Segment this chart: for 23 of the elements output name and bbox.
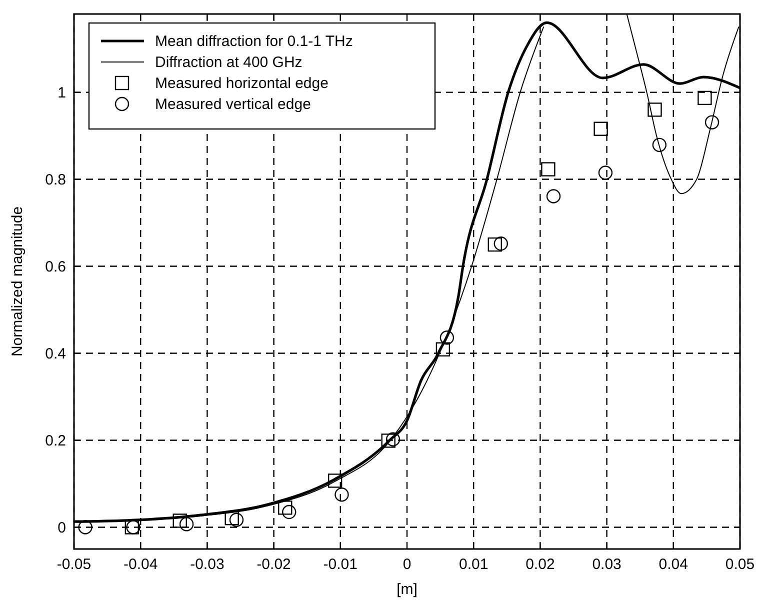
y-tick-label: 0 (58, 519, 66, 536)
y-tick-label: 0.8 (45, 171, 66, 188)
x-tick-label: 0.05 (725, 556, 755, 573)
y-tick-label: 0.2 (45, 432, 66, 450)
x-axis-title: [m] (396, 581, 418, 598)
legend-label: Measured vertical edge (155, 96, 311, 113)
y-tick-label: 0.4 (45, 345, 66, 362)
legend-label: Diffraction at 400 GHz (155, 54, 302, 71)
x-tick-label: -0.05 (56, 556, 92, 573)
x-tick-label: -0.04 (124, 556, 158, 573)
x-tick-label: 0.03 (592, 556, 622, 573)
y-tick-label: 0.6 (45, 258, 66, 276)
x-tick-label: -0.02 (256, 556, 291, 573)
legend-label: Measured horizontal edge (155, 75, 328, 92)
x-tick-label: 0.01 (459, 556, 488, 573)
x-tick-label: -0.03 (190, 556, 224, 573)
x-tick-label: 0 (402, 556, 412, 573)
x-tick-label: 0.04 (658, 556, 688, 573)
y-axis-title: Normalized magnitude (9, 206, 26, 357)
x-tick-label: 0.02 (526, 556, 555, 573)
y-tick-label: 1 (58, 84, 66, 102)
x-tick-label: -0.01 (323, 556, 358, 573)
legend-label: Mean diffraction for 0.1-1 THz (155, 33, 353, 50)
